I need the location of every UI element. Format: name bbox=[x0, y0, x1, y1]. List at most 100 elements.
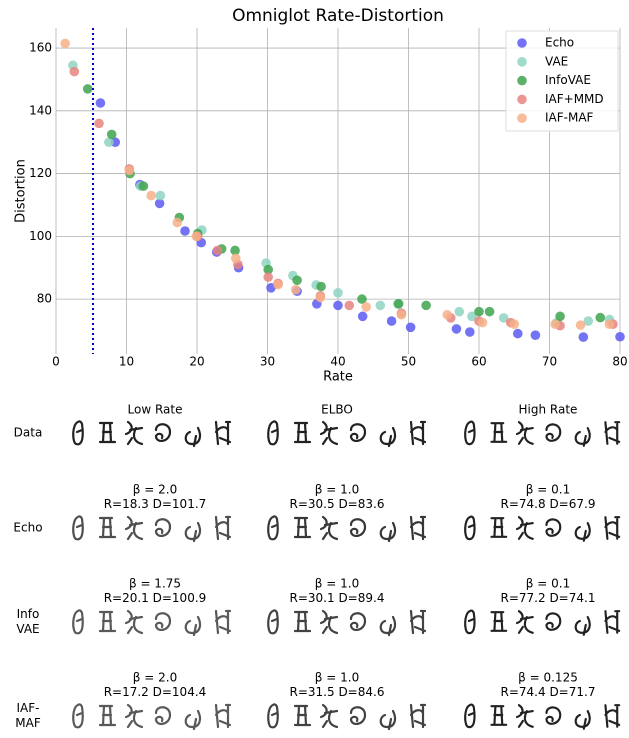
glyph-strip bbox=[464, 609, 621, 636]
y-tick-label: 80 bbox=[37, 292, 52, 306]
legend-marker bbox=[517, 57, 527, 67]
point bbox=[575, 320, 586, 330]
glyph-strip bbox=[464, 515, 621, 542]
point bbox=[578, 332, 589, 342]
point bbox=[604, 319, 615, 329]
point bbox=[467, 311, 477, 322]
row-label: Echo bbox=[13, 521, 42, 535]
x-tick-label: 80 bbox=[612, 355, 627, 369]
point bbox=[333, 300, 343, 311]
glyph-strip bbox=[267, 703, 427, 731]
column-header: Low Rate bbox=[128, 403, 183, 417]
point bbox=[273, 279, 283, 290]
point bbox=[316, 281, 326, 292]
x-tick-label: 0 bbox=[52, 355, 60, 369]
panel-caption: β = 0.1 bbox=[526, 577, 570, 591]
legend-marker bbox=[517, 75, 527, 86]
plot-area: 0 10 20 30 40 50 60 70 80 80 100 120 140 160 bbox=[29, 28, 628, 369]
point bbox=[509, 319, 520, 329]
panel-caption: R=30.5 D=83.6 bbox=[290, 497, 385, 511]
legend-marker bbox=[517, 113, 527, 123]
y-tick-label: 100 bbox=[29, 229, 52, 243]
glyph-strip bbox=[72, 420, 232, 448]
point bbox=[146, 190, 156, 201]
point bbox=[512, 328, 523, 339]
panel-caption: R=17.2 D=104.4 bbox=[104, 685, 207, 699]
point bbox=[405, 322, 416, 333]
y-axis-label: Distortion bbox=[14, 159, 29, 223]
point bbox=[230, 245, 240, 256]
y-tick-label: 120 bbox=[29, 166, 52, 180]
panel-caption: R=74.8 D=67.9 bbox=[501, 497, 596, 511]
point bbox=[106, 129, 117, 140]
point bbox=[263, 272, 274, 282]
glyph-strip bbox=[72, 515, 232, 543]
legend-marker bbox=[517, 38, 527, 48]
legend-label: VAE bbox=[545, 54, 568, 68]
point bbox=[94, 118, 104, 129]
point bbox=[290, 284, 301, 295]
point bbox=[498, 313, 509, 323]
x-tick-label: 10 bbox=[119, 355, 134, 369]
row-label: VAE bbox=[16, 622, 39, 636]
panel-caption: R=30.1 D=89.4 bbox=[290, 591, 385, 605]
point bbox=[595, 312, 606, 323]
glyph-strip bbox=[72, 609, 232, 637]
panel-caption: β = 2.0 bbox=[133, 483, 177, 497]
panel-caption: β = 0.1 bbox=[526, 483, 570, 497]
point bbox=[393, 298, 404, 309]
glyph-strip bbox=[464, 420, 621, 447]
chart-title: Omniglot Rate-Distortion bbox=[232, 6, 444, 26]
point bbox=[454, 306, 465, 317]
point bbox=[60, 38, 70, 49]
row-label: IAF- bbox=[17, 701, 40, 715]
legend-label: IAF-MAF bbox=[545, 111, 594, 125]
point bbox=[263, 264, 274, 275]
point bbox=[396, 309, 407, 320]
point bbox=[421, 300, 431, 311]
panel-caption: R=77.2 D=74.1 bbox=[501, 591, 596, 605]
x-tick-label: 20 bbox=[189, 355, 204, 369]
column-header: ELBO bbox=[321, 403, 353, 417]
panel-caption: β = 2.0 bbox=[133, 671, 177, 685]
point bbox=[474, 306, 484, 317]
point bbox=[292, 275, 302, 286]
x-tick-label: 70 bbox=[542, 355, 557, 369]
point bbox=[191, 231, 202, 242]
point bbox=[451, 324, 462, 334]
point bbox=[361, 302, 372, 312]
row-label: Data bbox=[14, 426, 43, 440]
row-label: Info bbox=[17, 607, 40, 621]
legend: Echo VAE InfoVAE IAF+MMD IAF-MAF bbox=[505, 30, 619, 132]
glyph-strip bbox=[267, 420, 427, 448]
row-label: MAF bbox=[15, 716, 41, 730]
panel-caption: R=20.1 D=100.9 bbox=[104, 591, 207, 605]
point bbox=[484, 306, 495, 317]
point bbox=[95, 98, 106, 108]
point bbox=[138, 181, 149, 191]
point bbox=[212, 245, 223, 256]
point bbox=[82, 84, 93, 94]
panel-caption: R=18.3 D=101.7 bbox=[104, 497, 207, 511]
point bbox=[477, 317, 488, 328]
panel-caption: R=31.5 D=84.6 bbox=[290, 685, 385, 699]
point bbox=[357, 294, 367, 304]
legend-marker bbox=[517, 94, 527, 105]
point bbox=[375, 300, 386, 311]
glyph-strip bbox=[267, 609, 427, 637]
point bbox=[583, 316, 594, 326]
panel-caption: β = 0.125 bbox=[518, 671, 578, 685]
panel-caption: β = 1.0 bbox=[315, 483, 359, 497]
point bbox=[154, 198, 165, 209]
point bbox=[555, 311, 565, 322]
point bbox=[442, 309, 453, 320]
glyph-strip bbox=[72, 703, 232, 731]
point bbox=[155, 190, 166, 201]
point bbox=[386, 316, 397, 326]
point bbox=[180, 226, 190, 236]
panel-caption: β = 1.75 bbox=[129, 577, 181, 591]
point bbox=[104, 137, 114, 148]
point bbox=[124, 165, 135, 176]
